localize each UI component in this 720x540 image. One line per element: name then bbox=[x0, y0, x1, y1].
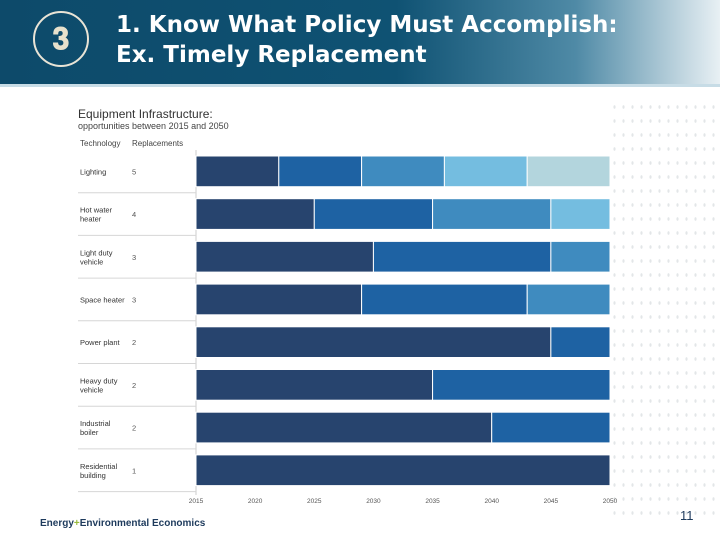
replacement-count: 2 bbox=[132, 381, 136, 390]
row-label: Light duty bbox=[80, 248, 113, 257]
x-tick-label: 2025 bbox=[307, 498, 322, 505]
title-line-2: Ex. Timely Replacement bbox=[116, 42, 427, 68]
header-divider bbox=[0, 84, 720, 87]
bar-segment bbox=[432, 198, 552, 230]
replacement-count: 3 bbox=[132, 295, 136, 304]
bar-segment bbox=[526, 155, 611, 188]
replacement-count: 5 bbox=[132, 167, 136, 176]
row-label: Space heater bbox=[80, 295, 125, 304]
bar-segment bbox=[313, 198, 434, 230]
bar-segment bbox=[550, 240, 611, 273]
bar-segment bbox=[195, 454, 611, 487]
bar-segment bbox=[195, 283, 363, 316]
bar-segment bbox=[550, 198, 611, 230]
x-tick-label: 2035 bbox=[425, 498, 440, 505]
replacement-count: 1 bbox=[132, 466, 136, 475]
bar-segment bbox=[443, 155, 528, 188]
bar-segment bbox=[550, 326, 611, 358]
row-label: Lighting bbox=[80, 167, 106, 176]
replacement-count: 4 bbox=[132, 210, 136, 219]
row-label: Industrial bbox=[80, 419, 111, 428]
title-line-1: 1. Know What Policy Must Accomplish: bbox=[116, 12, 618, 38]
chart-title: Equipment Infrastructure: bbox=[78, 107, 213, 121]
row-label: Power plant bbox=[80, 338, 121, 347]
footer-brand: Energy+Environmental Economics bbox=[40, 518, 206, 529]
column-header-technology: Technology bbox=[80, 139, 121, 148]
row-label: vehicle bbox=[80, 385, 103, 394]
replacement-count: 3 bbox=[132, 253, 136, 262]
row-label: boiler bbox=[80, 428, 99, 437]
bar-segment bbox=[372, 240, 552, 273]
bar-segment bbox=[195, 369, 434, 401]
x-tick-label: 2050 bbox=[603, 498, 618, 505]
x-tick-label: 2030 bbox=[366, 498, 381, 505]
bar-segment bbox=[195, 326, 552, 358]
row-label: building bbox=[80, 471, 106, 480]
bar-segment bbox=[491, 411, 611, 444]
bar-segment bbox=[195, 240, 374, 273]
bar-segment bbox=[195, 155, 280, 188]
bar-segment bbox=[195, 198, 315, 230]
bar-segment bbox=[278, 155, 363, 188]
chart-subtitle: opportunities between 2015 and 2050 bbox=[78, 121, 229, 131]
bar-segment bbox=[195, 411, 493, 444]
bar-segment bbox=[526, 283, 611, 316]
x-tick-label: 2040 bbox=[484, 498, 499, 505]
column-header-replacements: Replacements bbox=[132, 139, 184, 148]
row-label: vehicle bbox=[80, 257, 103, 266]
slide-title: 1. Know What Policy Must Accomplish: Ex.… bbox=[116, 10, 618, 70]
header-banner bbox=[0, 0, 720, 84]
row-label: Heavy duty bbox=[80, 376, 118, 385]
replacement-count: 2 bbox=[132, 338, 136, 347]
row-label: heater bbox=[80, 215, 102, 224]
row-label: Residential bbox=[80, 462, 117, 471]
row-label: Hot water bbox=[80, 206, 113, 215]
e3-logo: 𝟑 bbox=[33, 11, 89, 67]
x-tick-label: 2020 bbox=[248, 498, 263, 505]
replacement-count: 2 bbox=[132, 424, 136, 433]
x-tick-label: 2045 bbox=[544, 498, 559, 505]
bar-segment bbox=[361, 155, 445, 188]
dot-pattern bbox=[610, 100, 720, 520]
page-number: 11 bbox=[680, 508, 694, 523]
bar-segment bbox=[432, 369, 611, 401]
x-tick-label: 2015 bbox=[189, 498, 204, 505]
bar-segment bbox=[361, 283, 528, 316]
